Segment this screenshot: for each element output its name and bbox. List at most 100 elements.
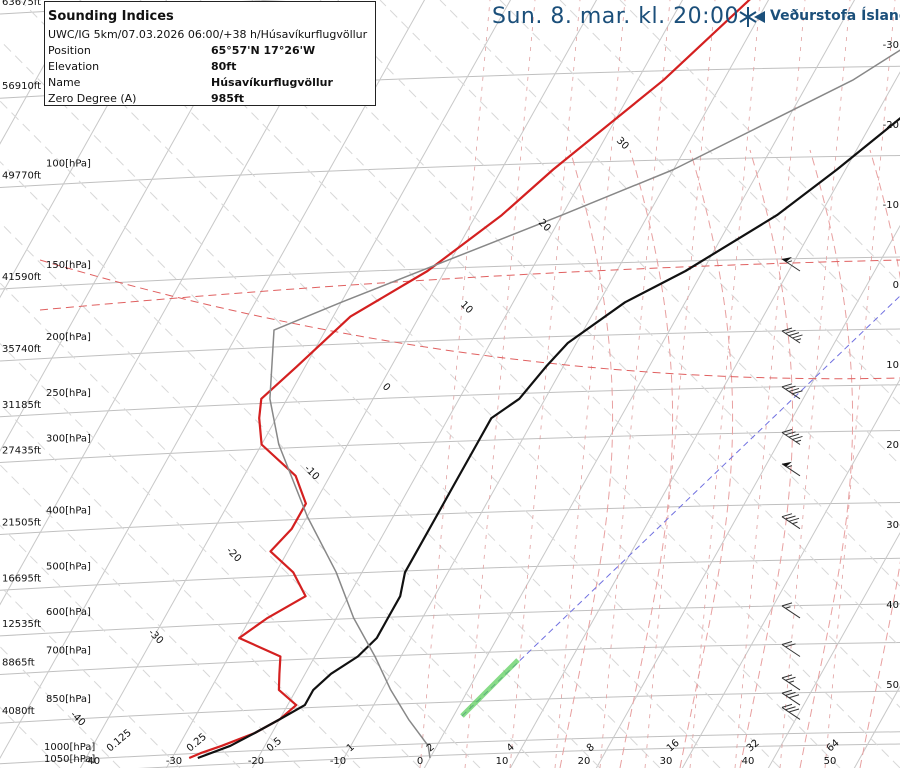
barb-feather — [788, 332, 800, 337]
isobar-line — [138, 743, 900, 768]
right-tick-label: -20 — [883, 120, 899, 131]
barb-feather — [781, 689, 793, 694]
right-tick-label: -10 — [883, 200, 899, 211]
barb-staff — [781, 605, 801, 619]
wind-barb — [781, 689, 801, 706]
mixing-ratio-line — [689, 0, 761, 768]
wind-barb — [781, 602, 801, 619]
right-tick-label: 10 — [886, 360, 899, 371]
barb-half-feather — [788, 680, 795, 683]
temperature-label: 50 — [824, 756, 837, 767]
dry-adiabat-line — [439, 0, 900, 466]
info-label-name: Name — [48, 76, 81, 89]
temperature-label: 30 — [660, 756, 673, 767]
wind-barb — [781, 461, 801, 477]
altitude-label: 31185ft — [2, 400, 41, 411]
dry-adiabat-line — [259, 0, 900, 648]
barb-feather — [792, 334, 803, 339]
right-tick-label: 40 — [886, 600, 899, 611]
temperature-label: 0 — [417, 756, 423, 767]
isotherm-line — [0, 0, 168, 299]
pressure-label: 150[hPa] — [46, 260, 91, 271]
info-value-position: 65°57'N 17°26'W — [211, 44, 316, 57]
dry-adiabat-line — [0, 39, 721, 768]
sounding-indices-box: Sounding Indices UWC/IG 5km/07.03.2026 0… — [44, 1, 376, 106]
freezing-level-curve — [39, 259, 900, 311]
dry-adiabat-line — [0, 160, 601, 768]
temperature-profile — [188, 0, 751, 760]
isotherm-line — [0, 0, 254, 452]
dry-adiabat-line — [319, 0, 900, 587]
dry-adiabat-line — [379, 0, 900, 527]
pressure-label: 850[hPa] — [46, 694, 91, 705]
info-title: Sounding Indices — [48, 9, 174, 24]
barb-half-feather — [786, 465, 793, 468]
barb-feather — [788, 694, 800, 699]
barb-feather — [781, 513, 793, 518]
barb-half-feather — [795, 439, 802, 443]
barb-feather — [781, 703, 793, 708]
pressure-label: 1050[hPa] — [44, 754, 95, 765]
mixing-ratio-line — [734, 0, 806, 768]
isotherm-line — [853, 685, 900, 768]
barb-staff — [781, 644, 801, 657]
dewpoint-profile — [197, 117, 900, 760]
dry-adiabat-line — [0, 342, 421, 768]
pressure-label: 100[hPa] — [46, 159, 91, 170]
temperature-label: -20 — [248, 756, 264, 767]
pressure-label: 700[hPa] — [46, 646, 91, 657]
wind-barb — [781, 429, 803, 445]
isotherm-label: -20 — [224, 545, 243, 564]
wind-barb — [781, 327, 803, 344]
isobar-line — [0, 603, 900, 637]
barb-staff — [781, 677, 801, 691]
altitude-label: 41590ft — [2, 272, 41, 283]
dry-adiabat-line — [0, 403, 361, 768]
altitude-label: 8865ft — [2, 658, 35, 669]
pressure-label: 600[hPa] — [46, 607, 91, 618]
isotherm-label: -10 — [302, 463, 321, 482]
barb-feather — [788, 517, 800, 522]
barb-feather — [788, 433, 800, 438]
barb-staff — [781, 516, 801, 530]
isotherm-line — [767, 531, 900, 768]
info-value-elevation: 80ft — [211, 60, 237, 73]
right-tick-label: 30 — [886, 520, 899, 531]
barb-flag — [782, 461, 792, 467]
right-tick-label: 20 — [886, 440, 899, 451]
dry-adiabat-line — [0, 585, 181, 768]
barb-feather — [785, 676, 796, 681]
isotherm-line — [337, 0, 770, 768]
dry-adiabat-line — [0, 524, 241, 768]
barb-feather — [785, 385, 796, 390]
mixing-ratio-label: 0.125 — [105, 727, 134, 754]
barb-feather — [792, 435, 803, 440]
wind-barb — [781, 674, 801, 691]
barb-staff — [781, 330, 801, 344]
mixing-ratio-line — [419, 0, 491, 768]
altitude-label: 21505ft — [2, 518, 41, 529]
pressure-label: 500[hPa] — [46, 561, 91, 572]
mixing-ratio-line — [599, 0, 671, 768]
isotherm-line — [681, 378, 900, 768]
isobar-line — [0, 557, 900, 591]
isotherm-line — [423, 0, 856, 768]
right-tick-label: 50 — [886, 680, 899, 691]
barb-feather — [781, 641, 793, 645]
isotherm-line — [509, 71, 900, 768]
barb-feather — [781, 429, 793, 433]
isobar-line — [0, 328, 900, 362]
dry-adiabat-line — [199, 0, 900, 709]
barb-half-feather — [786, 260, 793, 263]
pressure-label: 250[hPa] — [46, 388, 91, 399]
isobar-line — [0, 642, 900, 675]
moist-adiabat-line — [619, 149, 674, 768]
altitude-label: 4080ft — [2, 706, 35, 717]
altitude-label: 27435ft — [2, 446, 41, 457]
isotherm-label: 30 — [614, 135, 631, 152]
dry-adiabat-line — [619, 0, 900, 284]
altitude-label: 56910ft — [2, 81, 41, 92]
temperature-label: -40 — [84, 756, 100, 767]
mixing-ratio-label: 32 — [745, 738, 762, 755]
mixing-ratio-line — [509, 0, 581, 768]
